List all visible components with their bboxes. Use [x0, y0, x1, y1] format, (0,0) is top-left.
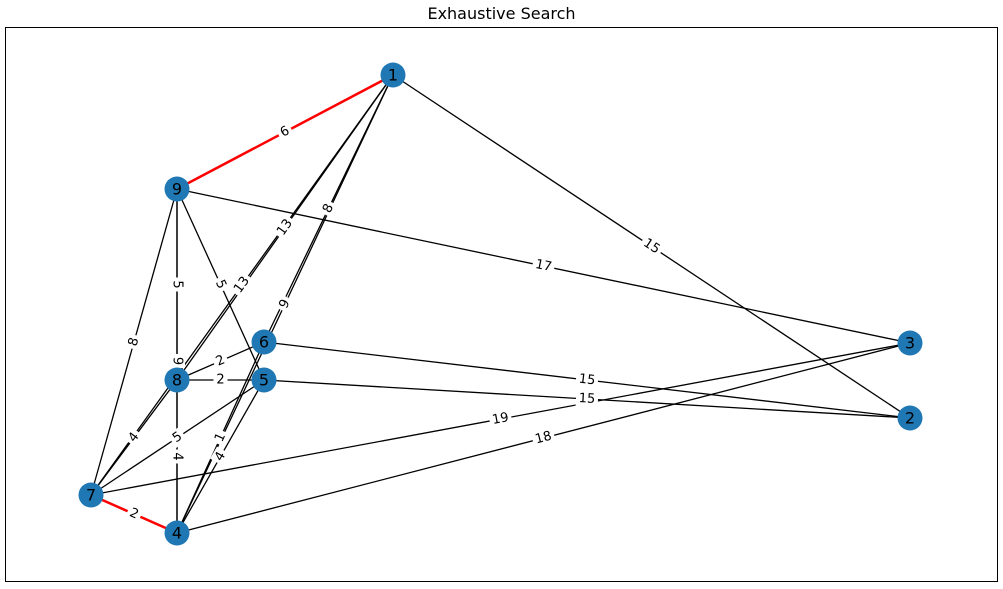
nodes-layer: 1 2 3 4 5 6 7 8 9 — [78, 62, 923, 546]
node-label: 9 — [172, 180, 182, 199]
node-label: 5 — [259, 371, 269, 390]
edge-label-7-3: 19 — [488, 409, 513, 429]
edge-weight-text: 15 — [578, 391, 595, 407]
node-label: 8 — [172, 371, 182, 390]
node-8: 8 — [164, 367, 190, 393]
node-circle — [380, 62, 406, 88]
edge-label-bg — [637, 233, 666, 260]
edge-label-8-7: 4 — [123, 427, 145, 448]
edge-label-bg — [272, 213, 298, 242]
edge-label-bg — [123, 427, 145, 448]
edge-label-bg — [318, 198, 339, 219]
edge-label-5-4: 4 — [210, 446, 231, 467]
edge-label-9-5: 5 — [210, 274, 231, 295]
edge-label-bg — [531, 255, 556, 277]
edge-label-bg — [530, 427, 557, 449]
node-label: 6 — [259, 333, 269, 352]
edge-label-bg — [274, 294, 296, 314]
edge-weight-text: 19 — [491, 410, 510, 428]
node-circle — [897, 405, 923, 431]
edges-layer — [90, 73, 911, 535]
edge-label-5-7: 5 — [167, 426, 188, 449]
edge-weight-text: 9 — [170, 357, 185, 365]
node-label: 2 — [905, 409, 915, 428]
edge-label-bg — [167, 426, 188, 449]
edge-label-6-2: 15 — [575, 370, 599, 390]
node-circle — [164, 367, 190, 393]
edge-weight-text: 4 — [170, 452, 185, 460]
node-circle — [78, 482, 104, 508]
edge-weight-text: 17 — [534, 257, 553, 275]
edge-label-1-9: 6 — [275, 121, 295, 143]
edge-label-bg — [124, 503, 144, 525]
edge-weight-text: 5 — [170, 280, 185, 288]
node-7: 7 — [78, 482, 104, 508]
node-6: 6 — [251, 329, 277, 355]
node-circle — [897, 330, 923, 356]
edge-label-bg — [210, 446, 231, 467]
edge-label-8-5: 2 — [213, 372, 228, 388]
edge-label-9-7: 8 — [124, 333, 144, 351]
node-4: 4 — [164, 520, 190, 546]
edge-label-bg — [169, 354, 185, 368]
edge-label-bg — [275, 121, 295, 143]
edge-label-9-8: 5 — [169, 277, 185, 292]
edge-labels-layer: 6 15 8 9 13 13 17 5 5 8 15 2 1 2 15 4 4 5 4 19 18 2 9 — [123, 121, 666, 525]
node-circle — [251, 329, 277, 355]
edge-label-6-4: 1 — [210, 427, 231, 448]
node-5: 5 — [251, 367, 277, 393]
node-3: 3 — [897, 330, 923, 356]
edge-label-bg — [210, 274, 231, 295]
node-circle — [164, 520, 190, 546]
edge-label-9-3: 17 — [531, 255, 556, 277]
edge-label-9-4: 9 — [169, 354, 185, 368]
edge-label-bg — [124, 333, 144, 351]
edge-label-4-3: 18 — [530, 427, 557, 449]
node-2: 2 — [897, 405, 923, 431]
edge-label-1-2: 15 — [637, 233, 666, 260]
plot-frame — [5, 27, 998, 582]
edge-label-bg — [229, 271, 255, 299]
edge-label-1-4: 9 — [274, 294, 296, 314]
edge-label-bg — [488, 409, 513, 429]
node-label: 4 — [172, 524, 182, 543]
edge-label-bg — [213, 372, 228, 388]
chart-title: Exhaustive Search — [427, 4, 576, 23]
edge-label-7-4: 2 — [124, 503, 144, 525]
edge-label-bg — [210, 350, 231, 372]
node-circle — [164, 176, 190, 202]
node-1: 1 — [380, 62, 406, 88]
edge-label-bg — [575, 390, 599, 408]
edge-weight-text: 2 — [216, 373, 224, 388]
edge-weight-text: 15 — [578, 372, 596, 389]
node-label: 1 — [388, 66, 398, 85]
edge-label-bg — [169, 277, 185, 292]
edge-label-bg — [210, 427, 231, 448]
edge-weight-text: 8 — [126, 336, 143, 348]
edge-label-6-8: 2 — [210, 350, 231, 372]
node-circle — [251, 367, 277, 393]
edge-label-8-4: 4 — [169, 449, 185, 464]
edge-label-1-7: 13 — [229, 271, 255, 299]
edge-label-bg — [575, 370, 599, 390]
edge-label-1-6: 8 — [318, 198, 339, 219]
edge-label-5-2: 15 — [575, 390, 599, 408]
edge-weight-text: 18 — [534, 429, 554, 448]
edge-label-1-8: 13 — [272, 213, 298, 242]
node-label: 3 — [905, 334, 915, 353]
node-9: 9 — [164, 176, 190, 202]
node-label: 7 — [86, 486, 96, 505]
edge-label-bg — [169, 449, 185, 464]
